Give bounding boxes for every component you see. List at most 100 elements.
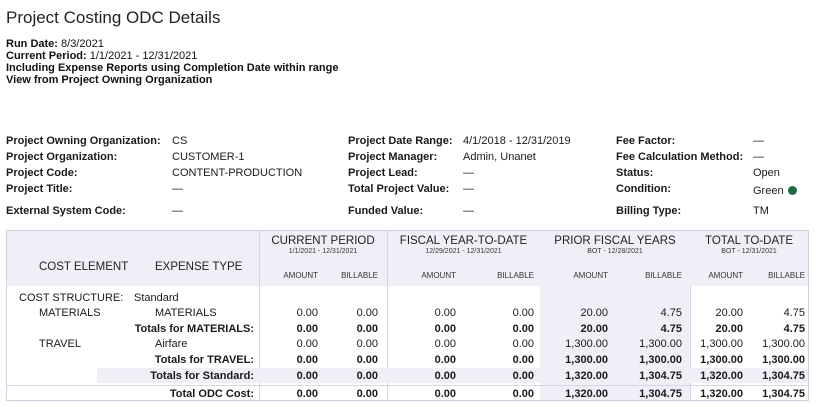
cost-structure-label: COST STRUCTURE: [19,292,124,304]
header-band [690,231,808,286]
billable-header: BILLABLE [645,271,682,280]
header-band [259,231,388,286]
info-value: Green [753,185,784,197]
info-value: — [463,205,474,217]
run-date: 8/3/2021 [61,38,104,50]
expense-type-cell: MATERIALS [155,307,217,319]
info-label: Project Code: [6,167,78,179]
expense-type-cell: Airfare [155,338,188,350]
current-period-label: Current Period: [6,50,87,62]
group-range: BOT - 12/28/2021 [587,248,643,255]
info-label: Project Manager: [348,151,438,163]
cost-element-cell: TRAVEL [39,338,81,350]
billable-cell: 0.00 [512,354,534,366]
total-label: Totals for Standard: [150,370,254,382]
billable-header: BILLABLE [341,271,378,280]
group-range: 12/29/2021 - 12/31/2021 [425,248,502,255]
billable-cell: 0.00 [356,323,378,335]
header-band [7,231,259,286]
amount-cell: 1,300.00 [565,354,608,366]
group-range: BOT - 12/31/2021 [721,248,777,255]
info-value: CUSTOMER-1 [172,151,245,163]
amount-cell: 1,300.00 [565,338,608,350]
info-label: Condition: [616,183,671,195]
amount-cell: 20.00 [715,307,743,319]
amount-cell: 0.00 [296,307,318,319]
group-range: 1/1/2021 - 12/31/2021 [288,248,358,255]
billable-cell: 0.00 [512,323,534,335]
total-label: Totals for MATERIALS: [134,323,254,335]
billable-cell: 1,300.00 [639,354,682,366]
amount-cell: 0.00 [434,323,456,335]
amount-cell: 0.00 [296,354,318,366]
info-value: — [753,135,764,147]
info-label: Project Owning Organization: [6,135,161,147]
info-label: Project Title: [6,183,73,195]
billable-cell: 0.00 [356,354,378,366]
total-label: Total ODC Cost: [169,388,254,400]
billable-cell: 0.00 [512,307,534,319]
amount-cell: 0.00 [434,388,456,400]
view-note: View from Project Owning Organization [6,74,213,86]
total-divider [7,385,808,386]
billable-cell: 0.00 [356,307,378,319]
info-label: Fee Calculation Method: [616,151,744,163]
billable-cell: 0.00 [356,388,378,400]
billable-cell: 1,300.00 [762,338,805,350]
billable-cell: 1,304.75 [762,370,805,382]
billable-header: BILLABLE [768,271,805,280]
amount-cell: 20.00 [580,323,608,335]
info-value: — [753,151,764,163]
status-dot-icon [787,186,797,195]
info-label: Fee Factor: [616,135,676,147]
group-header: CURRENT PERIOD [271,235,375,247]
amount-cell: 1,300.00 [700,338,743,350]
billable-cell: 0.00 [512,338,534,350]
amount-header: AMOUNT [573,271,608,280]
group-header: TOTAL TO-DATE [705,235,793,247]
billable-cell: 0.00 [356,338,378,350]
total-label: Totals for TRAVEL: [154,354,254,366]
billable-cell: 0.00 [356,370,378,382]
run-date-label: Run Date: [6,38,58,50]
billable-cell: 1,300.00 [639,338,682,350]
info-label: External System Code: [6,205,126,217]
group-header: PRIOR FISCAL YEARS [554,235,676,247]
amount-cell: 1,320.00 [700,388,743,400]
amount-cell: 0.00 [434,354,456,366]
billable-cell: 4.75 [783,307,805,319]
billable-cell: 1,304.75 [639,370,682,382]
info-label: Total Project Value: [348,183,450,195]
amount-header: AMOUNT [708,271,743,280]
amount-cell: 0.00 [296,338,318,350]
amount-cell: 1,320.00 [700,370,743,382]
info-value: CS [172,135,188,147]
billable-header: BILLABLE [497,271,534,280]
info-value: — [463,183,474,195]
current-period: 1/1/2021 - 12/31/2021 [89,50,198,62]
info-value: TM [753,205,769,217]
billable-cell: 1,304.75 [762,388,805,400]
amount-cell: 0.00 [296,388,318,400]
amount-header: AMOUNT [283,271,318,280]
amount-cell: 0.00 [434,370,456,382]
group-header: FISCAL YEAR-TO-DATE [399,235,528,247]
amount-cell: 1,320.00 [565,388,608,400]
condition-value: Green [753,185,797,197]
billable-cell: 0.00 [512,388,534,400]
info-label: Status: [616,167,654,179]
amount-cell: 1,320.00 [565,370,608,382]
billable-cell: 1,304.75 [639,388,682,400]
billable-cell: 4.75 [660,323,682,335]
info-label: Project Date Range: [348,135,453,147]
cost-structure-value: Standard [134,292,179,304]
header-band [387,231,541,286]
info-value: — [463,167,474,179]
cost-element-cell: MATERIALS [39,307,101,319]
amount-cell: 0.00 [296,323,318,335]
info-value: CONTENT-PRODUCTION [172,167,303,179]
amount-cell: 1,300.00 [700,354,743,366]
run-info: Run Date: 8/3/2021 Current Period: 1/1/2… [6,38,338,86]
expense-type-header: EXPENSE TYPE [155,261,243,273]
billable-cell: 4.75 [660,307,682,319]
